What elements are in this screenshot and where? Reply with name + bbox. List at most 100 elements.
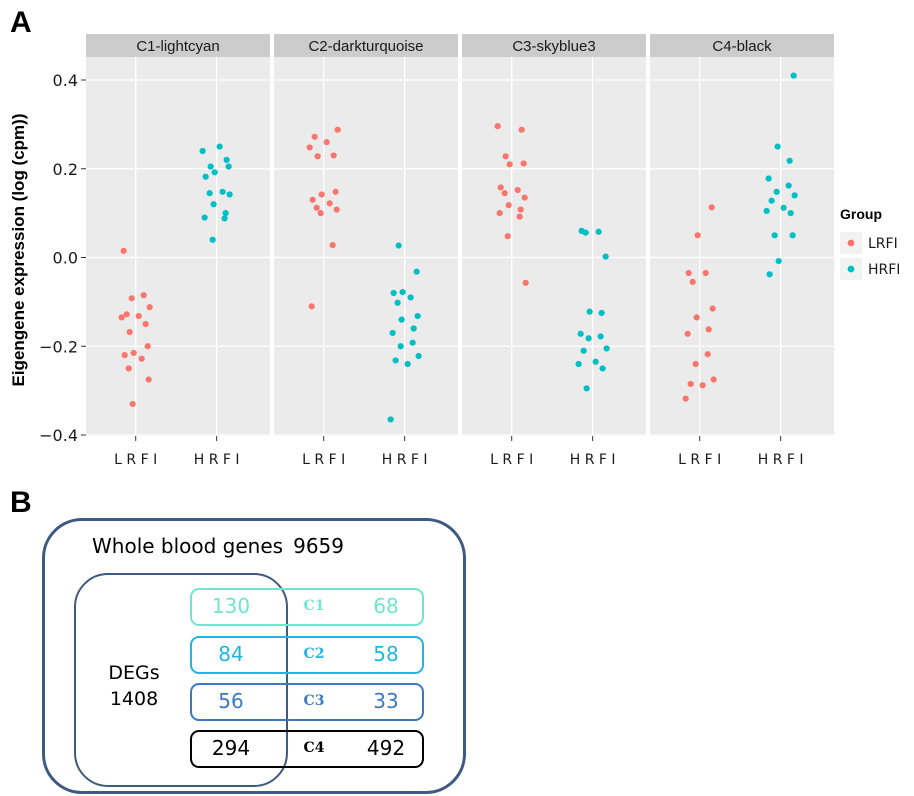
facet-1: C1-lightcyan L R F I H R F I bbox=[86, 34, 270, 468]
data-point-lrfi bbox=[311, 133, 318, 140]
module-c4-other-count: 492 bbox=[366, 736, 406, 760]
data-point-hrfi bbox=[211, 169, 218, 176]
data-point-hrfi bbox=[586, 308, 593, 315]
data-point-hrfi bbox=[413, 268, 420, 275]
data-point-hrfi bbox=[597, 333, 604, 340]
data-point-lrfi bbox=[142, 320, 149, 328]
data-point-hrfi bbox=[409, 339, 416, 346]
data-point-lrfi bbox=[333, 206, 340, 213]
data-point-hrfi bbox=[595, 228, 602, 235]
data-point-hrfi bbox=[206, 190, 213, 197]
data-point-lrfi bbox=[130, 349, 137, 357]
data-point-lrfi bbox=[329, 241, 336, 249]
y-tick-label: −0.4 bbox=[39, 426, 78, 445]
data-point-hrfi bbox=[209, 236, 216, 243]
data-point-hrfi bbox=[582, 229, 589, 236]
data-point-lrfi bbox=[314, 153, 321, 160]
data-point-lrfi bbox=[123, 311, 130, 318]
data-point-lrfi bbox=[128, 295, 135, 302]
module-c2-other-count: 58 bbox=[373, 642, 399, 666]
legend-marker-lrfi bbox=[847, 239, 855, 247]
facet-3: C3-skyblue3 L R F I H R F I bbox=[462, 34, 646, 468]
data-point-hrfi bbox=[219, 188, 226, 195]
module-c1-name: C1 bbox=[303, 598, 325, 614]
data-point-hrfi bbox=[414, 312, 421, 320]
legend: Group LRFI HRFI bbox=[840, 206, 900, 280]
facet-background bbox=[650, 57, 834, 436]
legend-title: Group bbox=[840, 206, 882, 222]
data-point-hrfi bbox=[207, 163, 214, 170]
data-point-hrfi bbox=[598, 309, 605, 317]
data-point-hrfi bbox=[390, 289, 397, 297]
data-point-lrfi bbox=[684, 330, 691, 337]
module-c1-degs-count: 130 bbox=[211, 594, 251, 618]
data-point-lrfi bbox=[710, 376, 717, 383]
data-point-lrfi bbox=[702, 269, 709, 277]
whole-blood-label: Whole blood genes 9659 bbox=[92, 534, 344, 558]
data-point-hrfi bbox=[580, 347, 587, 354]
facet-4: C4-black L R F I H R F I bbox=[650, 34, 834, 468]
data-point-hrfi bbox=[226, 191, 233, 198]
data-point-hrfi bbox=[399, 289, 406, 296]
data-point-lrfi bbox=[308, 303, 315, 310]
data-point-hrfi bbox=[199, 147, 206, 155]
data-point-hrfi bbox=[201, 214, 208, 221]
data-point-hrfi bbox=[398, 316, 405, 323]
data-point-lrfi bbox=[138, 355, 145, 362]
facet-strip bbox=[274, 34, 458, 57]
data-point-hrfi bbox=[387, 416, 394, 423]
facet-title: C3-skyblue3 bbox=[512, 38, 595, 55]
data-point-lrfi bbox=[693, 314, 700, 321]
x-tick-label: L R F I bbox=[678, 452, 721, 468]
data-point-hrfi bbox=[592, 358, 599, 365]
x-tick-label: L R F I bbox=[302, 452, 345, 468]
x-tick-label: L R F I bbox=[114, 452, 157, 468]
y-tick-label: 0.0 bbox=[53, 249, 78, 268]
module-c1-other-count: 68 bbox=[373, 594, 399, 618]
degs-label: DEGs 1408 bbox=[94, 660, 174, 712]
data-point-lrfi bbox=[505, 202, 512, 209]
data-point-lrfi bbox=[120, 247, 127, 254]
module-row-c1: 130 C1 68 bbox=[190, 588, 424, 626]
data-point-hrfi bbox=[577, 330, 584, 337]
data-point-hrfi bbox=[392, 357, 399, 364]
panel-a-letter: A bbox=[10, 6, 32, 39]
facet-strip bbox=[462, 34, 646, 57]
data-point-lrfi bbox=[313, 204, 320, 211]
whole-blood-text: Whole blood genes bbox=[92, 534, 284, 558]
legend-marker-hrfi bbox=[847, 265, 855, 273]
x-tick-label: L R F I bbox=[490, 452, 533, 468]
data-point-lrfi bbox=[145, 376, 152, 383]
x-tick-label: H R F I bbox=[570, 452, 616, 468]
data-point-lrfi bbox=[521, 194, 528, 201]
data-point-lrfi bbox=[326, 200, 333, 207]
data-point-hrfi bbox=[225, 163, 232, 170]
data-point-lrfi bbox=[687, 380, 694, 388]
data-point-hrfi bbox=[407, 294, 414, 301]
data-point-lrfi bbox=[309, 196, 316, 203]
data-point-hrfi bbox=[222, 210, 229, 217]
data-point-hrfi bbox=[216, 143, 223, 150]
data-point-hrfi bbox=[394, 299, 401, 306]
facet-title: C1-lightcyan bbox=[136, 38, 219, 55]
facet-background bbox=[86, 57, 270, 436]
data-point-hrfi bbox=[221, 215, 228, 222]
data-point-lrfi bbox=[709, 305, 716, 312]
whole-blood-genes-box bbox=[42, 518, 466, 794]
data-point-hrfi bbox=[766, 271, 773, 278]
data-point-lrfi bbox=[323, 139, 330, 146]
x-tick-label: H R F I bbox=[382, 452, 428, 468]
panel-b-letter: B bbox=[10, 486, 32, 519]
data-point-hrfi bbox=[780, 204, 787, 211]
data-point-lrfi bbox=[118, 314, 125, 321]
data-point-lrfi bbox=[516, 213, 523, 220]
data-point-hrfi bbox=[583, 385, 590, 392]
data-point-lrfi bbox=[146, 304, 153, 311]
data-point-hrfi bbox=[603, 345, 610, 352]
data-point-lrfi bbox=[689, 278, 696, 286]
legend-label-hrfi: HRFI bbox=[868, 262, 900, 278]
data-point-lrfi bbox=[129, 400, 136, 408]
data-point-lrfi bbox=[705, 326, 712, 333]
data-point-hrfi bbox=[404, 360, 411, 368]
facet-background bbox=[274, 57, 458, 436]
